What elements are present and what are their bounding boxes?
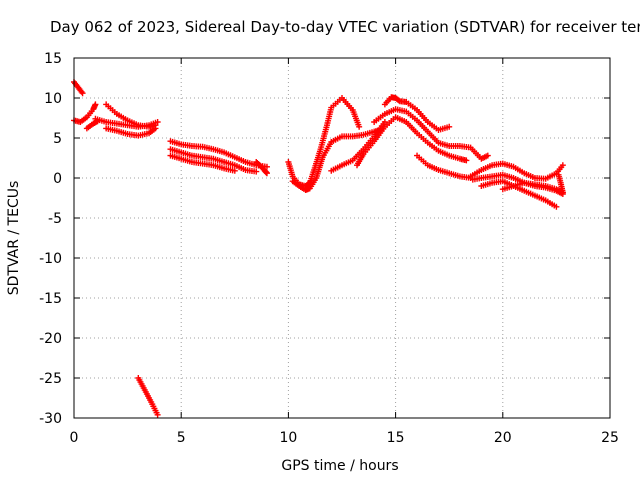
y-tick-label: -15: [39, 291, 62, 307]
series-arc-l: [285, 95, 363, 189]
y-axis-label: SDTVAR / TECUs: [6, 181, 22, 296]
data-point: [553, 203, 560, 210]
data-point: [263, 163, 270, 170]
series-arc-k: [253, 159, 270, 177]
series-arc-e: [92, 115, 161, 130]
y-tick-label: 0: [53, 171, 62, 187]
x-tick-label: 0: [70, 430, 79, 446]
data-point: [152, 125, 159, 132]
chart-title: Day 062 of 2023, Sidereal Day-to-day VTE…: [50, 18, 640, 36]
series-arc-v: [499, 179, 566, 196]
series-arc-p: [371, 106, 491, 162]
x-axis-label: GPS time / hours: [281, 458, 398, 474]
data-point: [231, 167, 238, 174]
x-tick-label: 5: [177, 430, 186, 446]
series-arc-w: [555, 171, 566, 196]
data-point: [154, 119, 161, 125]
grid-lines: [74, 58, 610, 418]
series-arc-i: [167, 146, 260, 175]
axis-ticks: [73, 57, 611, 419]
series-arc-o: [381, 94, 453, 133]
data-point: [356, 123, 363, 130]
y-tick-label: -20: [39, 331, 62, 347]
y-tick-label: -5: [48, 211, 62, 227]
data-point: [92, 101, 99, 108]
series-arc-r: [414, 152, 474, 181]
y-tick-label: 5: [53, 131, 62, 147]
y-tick-label: -25: [39, 371, 62, 387]
data-point: [463, 157, 470, 164]
x-tick-label: 25: [601, 430, 619, 446]
series-arc-j: [167, 152, 238, 174]
data-points: [71, 79, 566, 418]
data-point: [253, 168, 260, 175]
y-tick-label: 10: [44, 91, 62, 107]
y-tick-label: -30: [39, 411, 62, 427]
series-arc-f: [103, 125, 159, 139]
series-arc-b: [71, 101, 99, 125]
series-arc-u: [478, 178, 560, 210]
x-tick-label: 20: [494, 430, 512, 446]
plot-frame: [73, 57, 611, 419]
series-arc-q: [354, 114, 470, 169]
series-arc-a: [71, 79, 86, 97]
data-point: [446, 123, 453, 130]
series-arc-s: [467, 160, 566, 182]
x-tick-label: 10: [279, 430, 297, 446]
y-tick-label: 15: [44, 51, 62, 67]
tick-labels: 0 5 10 15 20 25 15 10 5 0 -5 -10 -15 -20 -25 -30: [39, 51, 619, 446]
data-point: [154, 411, 161, 418]
series-arc-g: [135, 375, 161, 418]
data-point: [263, 170, 270, 177]
x-tick-label: 15: [387, 430, 405, 446]
data-point: [559, 162, 566, 169]
data-point: [79, 90, 86, 97]
y-tick-label: -10: [39, 251, 62, 267]
data-point: [559, 189, 566, 196]
data-point: [484, 152, 491, 159]
